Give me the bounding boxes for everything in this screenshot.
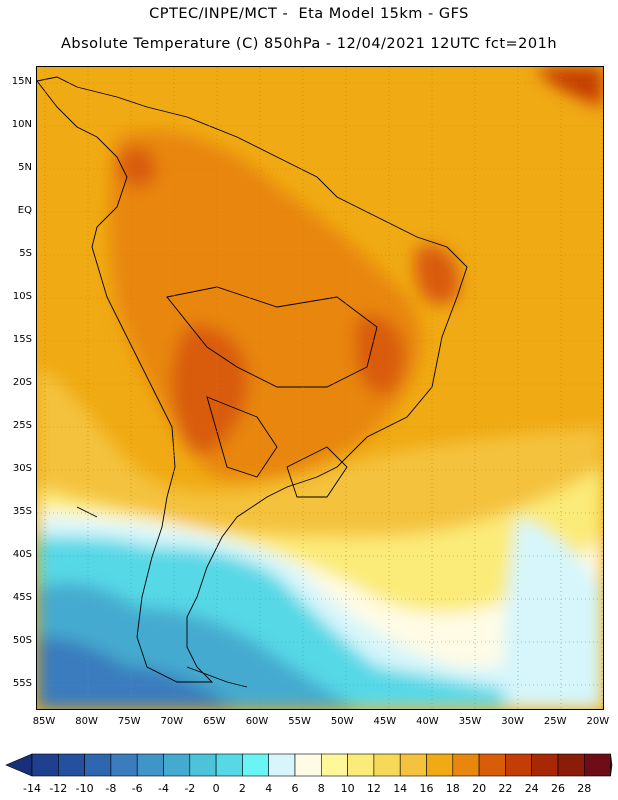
latitude-label: 25S bbox=[12, 420, 32, 431]
latitude-label: 35S bbox=[12, 506, 32, 517]
latitude-label: 10N bbox=[11, 119, 32, 130]
temperature-map bbox=[36, 66, 604, 710]
colorbar-swatch bbox=[373, 753, 401, 777]
colorbar-swatch bbox=[557, 753, 585, 777]
colorbar-swatch bbox=[531, 753, 559, 777]
colorbar-swatch bbox=[452, 753, 480, 777]
colorbar-low-arrow bbox=[5, 753, 33, 777]
colorbar-swatch bbox=[31, 753, 59, 777]
colorbar-swatch bbox=[84, 753, 112, 777]
colorbar-label: 8 bbox=[317, 782, 325, 795]
latitude-label: 45S bbox=[12, 592, 32, 603]
colorbar-swatch bbox=[268, 753, 296, 777]
colorbar-high-arrow bbox=[610, 753, 613, 777]
colorbar-label: -10 bbox=[75, 782, 94, 795]
colorbar-label: 6 bbox=[291, 782, 299, 795]
colorbar-swatch bbox=[242, 753, 269, 777]
temperature-colorbar bbox=[5, 753, 613, 777]
colorbar-label: 20 bbox=[472, 782, 487, 795]
colorbar-swatch bbox=[426, 753, 454, 777]
colorbar-label: 24 bbox=[524, 782, 539, 795]
colorbar-swatch bbox=[320, 753, 348, 777]
colorbar-label: 18 bbox=[445, 782, 460, 795]
colorbar-swatch bbox=[136, 753, 164, 777]
colorbar-label: 12 bbox=[366, 782, 381, 795]
colorbar-swatch bbox=[478, 753, 506, 777]
longitude-label: 35W bbox=[458, 716, 482, 727]
latitude-label: EQ bbox=[17, 205, 32, 216]
longitude-label: 85W bbox=[32, 716, 56, 727]
longitude-label: 75W bbox=[117, 716, 141, 727]
longitude-label: 60W bbox=[245, 716, 269, 727]
colorbar-label: 0 bbox=[212, 782, 220, 795]
latitude-label: 15S bbox=[12, 334, 32, 345]
longitude-label: 65W bbox=[203, 716, 226, 727]
colorbar-swatch bbox=[294, 753, 322, 777]
longitude-label: 20W bbox=[586, 716, 610, 727]
colorbar-label: 4 bbox=[265, 782, 273, 795]
colorbar-swatch bbox=[583, 753, 611, 777]
colorbar-swatch bbox=[57, 753, 85, 777]
longitude-label: 70W bbox=[160, 716, 184, 727]
latitude-label: 10S bbox=[12, 291, 32, 302]
colorbar-label: 26 bbox=[551, 782, 565, 795]
latitude-label: 5S bbox=[19, 248, 32, 259]
colorbar-label: -12 bbox=[49, 782, 68, 795]
colorbar-swatch bbox=[505, 753, 532, 777]
colorbar-swatch bbox=[189, 753, 217, 777]
longitude-label: 45W bbox=[373, 716, 397, 727]
colorbar-swatch bbox=[110, 753, 138, 777]
colorbar-label: 28 bbox=[577, 782, 592, 795]
colorbar-label: -8 bbox=[105, 782, 117, 795]
colorbar-label: -14 bbox=[23, 782, 41, 795]
map-title-line1: CPTEC/INPE/MCT - Eta Model 15km - GFS bbox=[149, 6, 469, 22]
colorbar-swatch bbox=[215, 753, 243, 777]
map-title-line2: Absolute Temperature (C) 850hPa - 12/04/… bbox=[60, 36, 558, 52]
colorbar-label: 10 bbox=[340, 782, 355, 795]
colorbar-label: -4 bbox=[158, 782, 169, 795]
longitude-label: 80W bbox=[75, 716, 98, 727]
longitude-label: 55W bbox=[288, 716, 311, 727]
latitude-label: 15N bbox=[11, 76, 32, 87]
colorbar-swatch bbox=[399, 753, 427, 777]
longitude-label: 40W bbox=[416, 716, 439, 727]
latitude-label: 30S bbox=[12, 463, 32, 474]
latitude-label: 50S bbox=[12, 635, 32, 646]
colorbar-label: 2 bbox=[238, 782, 246, 795]
colorbar-label: -2 bbox=[184, 782, 196, 795]
latitude-label: 55S bbox=[12, 678, 32, 689]
latitude-label: 40S bbox=[12, 549, 32, 560]
longitude-label: 50W bbox=[330, 716, 354, 727]
colorbar-label: 16 bbox=[419, 782, 434, 795]
colorbar-swatch bbox=[347, 753, 375, 777]
colorbar-label: -6 bbox=[131, 782, 143, 795]
colorbar-label: 22 bbox=[498, 782, 513, 795]
colorbar-swatch bbox=[163, 753, 191, 777]
continent-outline bbox=[37, 76, 468, 688]
latitude-label: 20S bbox=[12, 377, 32, 388]
temperature-fields bbox=[37, 67, 603, 709]
latitude-label: 5N bbox=[18, 162, 32, 173]
longitude-label: 30W bbox=[501, 716, 524, 727]
longitude-label: 25W bbox=[543, 716, 567, 727]
colorbar-label: 14 bbox=[393, 782, 408, 795]
